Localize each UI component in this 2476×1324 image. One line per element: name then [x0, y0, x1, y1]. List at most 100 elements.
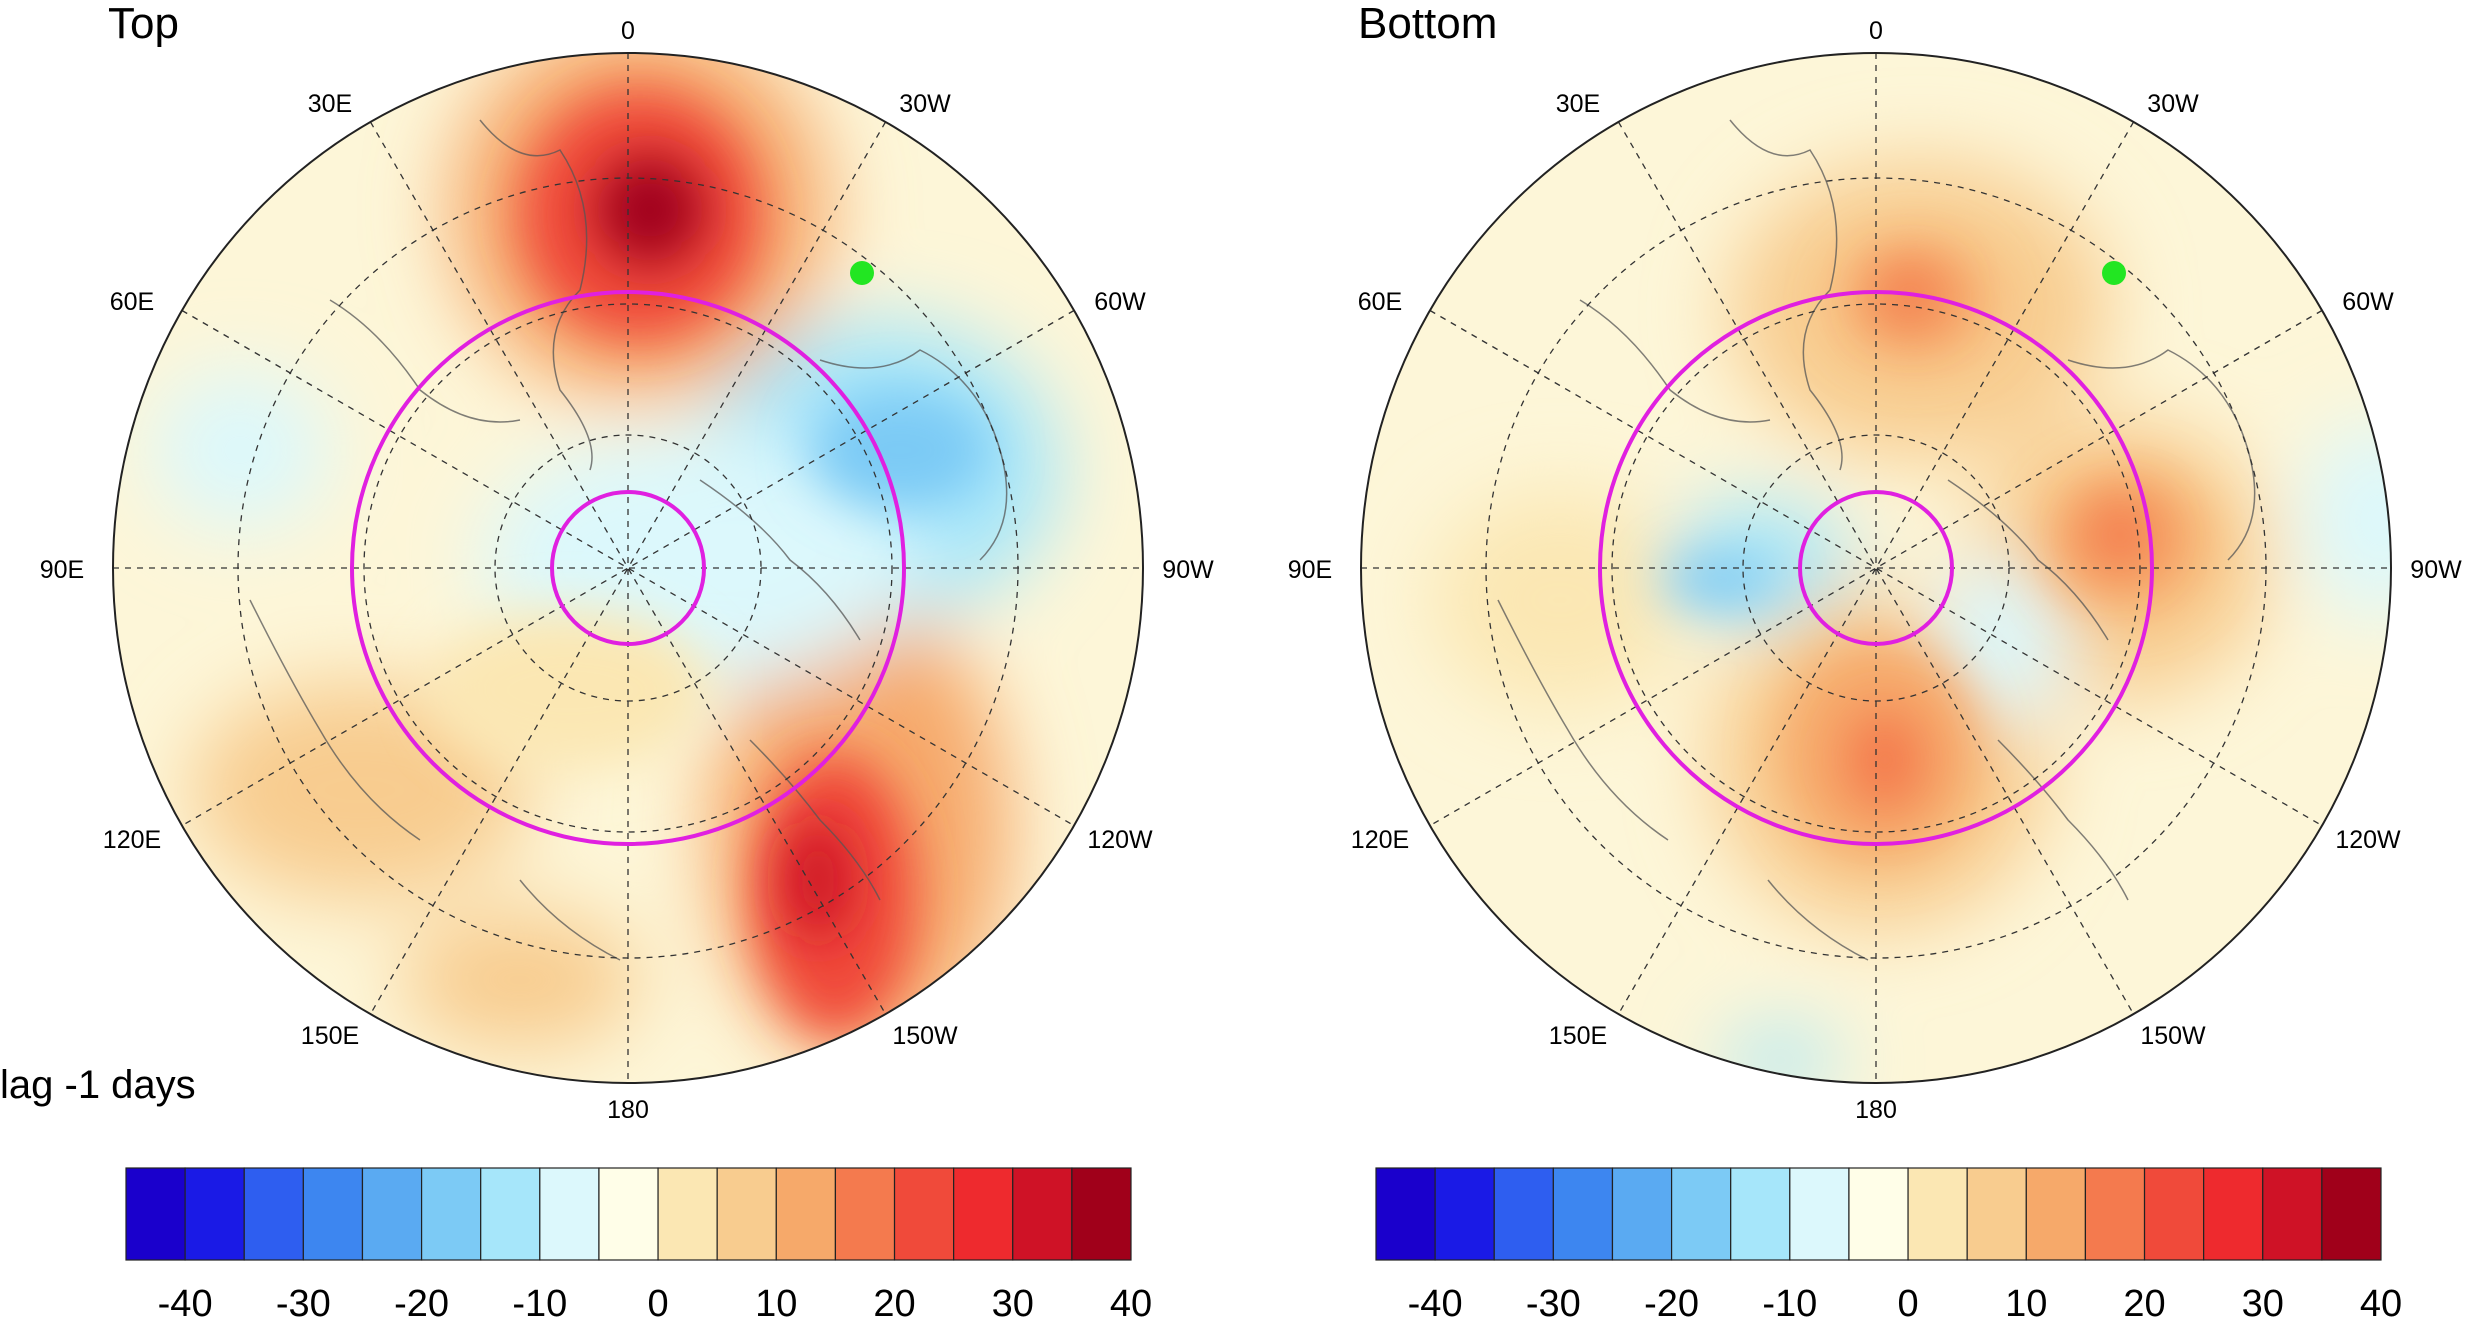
longitude-labels-top: 0 30W 60W 90W 120W 150W 180 150E 120E 90…	[40, 17, 1214, 1124]
inner-reference-circle-top	[550, 490, 706, 646]
reference-circles-bottom	[1598, 290, 2154, 846]
colorbar-tick-label: -30	[276, 1283, 331, 1324]
colorbar-tick-label: -20	[1644, 1283, 1699, 1324]
colorbar-swatch	[775, 1167, 837, 1261]
lon-label-150w: 150W	[892, 1022, 958, 1050]
colorbar-swatch	[716, 1167, 777, 1261]
colorbar-swatch	[2203, 1167, 2264, 1261]
colorbar-swatch	[2025, 1167, 2087, 1261]
colorbar-tick-label: -30	[1526, 1283, 1581, 1324]
anomaly-field-top	[113, 53, 1143, 1083]
lon-label-60e: 60E	[1358, 288, 1402, 316]
colorbar-tick-label: 30	[992, 1283, 1034, 1324]
colorbar-top: -40 -30 -20 -10 0 10 20 30 40	[125, 1167, 1152, 1324]
lon-label-30e: 30E	[1556, 90, 1600, 118]
colorbar-swatch	[184, 1167, 245, 1261]
colorbar-tick-label: 40	[2360, 1283, 2402, 1324]
lon-label-120w: 120W	[1087, 826, 1153, 854]
lon-label-60e: 60E	[110, 288, 154, 316]
colorbar-swatch	[1966, 1167, 2027, 1261]
lon-label-0: 0	[621, 17, 635, 45]
colorbar-swatch	[2084, 1167, 2146, 1261]
station-marker-top	[850, 261, 874, 285]
colorbar-swatch	[1552, 1167, 1614, 1261]
lon-label-0: 0	[1869, 17, 1883, 45]
outer-reference-circle-top	[350, 290, 906, 846]
lon-label-150e: 150E	[301, 1022, 359, 1050]
map-panel-bottom: Bottom	[1288, 0, 2462, 1324]
lon-label-180: 180	[1855, 1096, 1897, 1124]
colorbar-swatch	[539, 1167, 600, 1261]
colorbar-swatch	[598, 1167, 659, 1261]
colorbar-swatch	[125, 1167, 186, 1261]
lon-label-180: 180	[607, 1096, 649, 1124]
lon-label-120w: 120W	[2335, 826, 2401, 854]
colorbar-swatch	[420, 1167, 482, 1261]
colorbar-swatch	[834, 1167, 896, 1261]
lon-label-90e: 90E	[40, 556, 84, 584]
lon-label-30e: 30E	[308, 90, 352, 118]
lon-label-90w: 90W	[2410, 556, 2462, 584]
colorbar-swatch	[1375, 1167, 1436, 1261]
colorbar-tick-label: -20	[394, 1283, 449, 1324]
colorbar-swatch	[1493, 1167, 1554, 1261]
colorbar-tick-label: -10	[512, 1283, 567, 1324]
colorbar-tick-label: -40	[1408, 1283, 1463, 1324]
colorbar-tick-label: 20	[873, 1283, 915, 1324]
lon-label-30w: 30W	[899, 90, 951, 118]
colorbar-swatch	[2143, 1167, 2205, 1261]
map-boundary-bottom	[1360, 52, 2392, 1084]
lon-label-150e: 150E	[1549, 1022, 1607, 1050]
panel-title-top: Top	[108, 0, 179, 48]
colorbar-swatch	[1848, 1167, 1909, 1261]
panel-title-bottom: Bottom	[1358, 0, 1497, 48]
colorbar-tick-label: 40	[1110, 1283, 1152, 1324]
outer-reference-circle-bottom	[1598, 290, 2154, 846]
colorbar-swatch	[1789, 1167, 1850, 1261]
map-panel-top: Top	[0, 0, 1214, 1324]
colorbar-swatch	[1670, 1167, 1732, 1261]
colorbar-swatch	[361, 1167, 423, 1261]
lon-label-30w: 30W	[2147, 90, 2199, 118]
colorbar-tick-label: 0	[1897, 1283, 1918, 1324]
colorbar-swatch	[243, 1167, 304, 1261]
lon-label-120e: 120E	[103, 826, 161, 854]
colorbar-swatch	[2321, 1167, 2382, 1261]
colorbar-tick-label: 30	[2242, 1283, 2284, 1324]
inner-reference-circle-bottom	[1798, 490, 1954, 646]
graticule-top	[113, 53, 1143, 1083]
colorbar-tick-label: 0	[647, 1283, 668, 1324]
colorbar-swatch	[1434, 1167, 1495, 1261]
lon-label-60w: 60W	[2342, 288, 2394, 316]
colorbar-bottom: -40 -30 -20 -10 0 10 20 30 40	[1375, 1167, 2402, 1324]
colorbar-swatch	[2262, 1167, 2323, 1261]
colorbar-swatch	[1071, 1167, 1132, 1261]
colorbar-swatch	[1611, 1167, 1673, 1261]
lon-label-90e: 90E	[1288, 556, 1332, 584]
graticule-bottom	[1361, 53, 2391, 1083]
colorbar-tick-label: 20	[2123, 1283, 2165, 1324]
station-marker-bottom	[2102, 261, 2126, 285]
colorbar-swatch	[1012, 1167, 1073, 1261]
colorbar-tick-label: -10	[1762, 1283, 1817, 1324]
colorbar-swatch	[480, 1167, 541, 1261]
map-boundary-top	[112, 52, 1144, 1084]
colorbar-swatch	[1907, 1167, 1968, 1261]
colorbar-tick-label: 10	[755, 1283, 797, 1324]
colorbar-swatch	[1730, 1167, 1791, 1261]
anomaly-field-bottom	[1361, 53, 2391, 1083]
lon-label-150w: 150W	[2140, 1022, 2206, 1050]
longitude-labels-bottom: 0 30W 60W 90W 120W 150W 180 150E 120E 90…	[1288, 17, 2462, 1124]
lon-label-120e: 120E	[1351, 826, 1409, 854]
reference-circles-top	[350, 290, 906, 846]
colorbar-tick-label: 10	[2005, 1283, 2047, 1324]
lon-label-60w: 60W	[1094, 288, 1146, 316]
colorbar-swatch	[893, 1167, 955, 1261]
lon-label-90w: 90W	[1162, 556, 1214, 584]
colorbar-swatch	[657, 1167, 718, 1261]
colorbar-tick-label: -40	[158, 1283, 213, 1324]
lag-label: lag -1 days	[0, 1063, 196, 1107]
colorbar-swatch	[302, 1167, 364, 1261]
colorbar-swatch	[953, 1167, 1014, 1261]
